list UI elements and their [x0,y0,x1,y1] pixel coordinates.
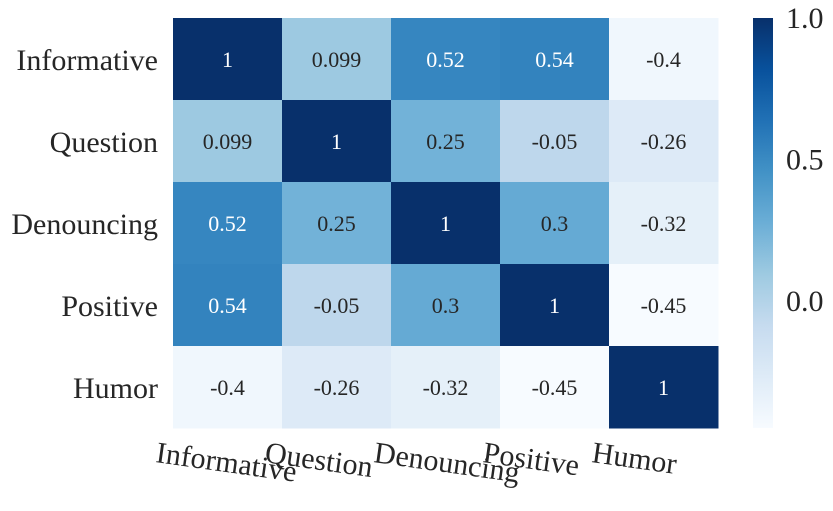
y-tick-labels: Informative Question Denouncing Positive Hum… [11,44,158,405]
cell-value-label: -0.05 [532,129,578,154]
cell-value-label: 1 [440,211,451,236]
heatmap-cell-informative-humor [609,18,719,101]
cell-value-label: 0.25 [426,129,465,154]
colorbar-tick-label: 1.0 [786,2,824,35]
heatmap-cell-informative-positive [500,18,610,101]
y-tick-label-denouncing: Denouncing [11,208,158,241]
heatmap-cell-positive-positive [500,264,610,347]
y-tick-label-question: Question [50,126,158,159]
cell-value-label: 0.3 [541,211,569,236]
colorbar [753,18,773,428]
heatmap-cell-denouncing-positive [500,182,610,265]
cell-value-label: -0.45 [641,293,687,318]
cell-value-label: -0.45 [532,375,578,400]
cell-value-label: 0.25 [317,211,356,236]
heatmap-cell-question-denouncing [391,100,501,183]
cell-value-label: -0.4 [646,47,681,72]
heatmap-cell-informative-informative [173,18,283,101]
cell-value-label: 0.3 [432,293,460,318]
heatmap-cell-question-question [282,100,392,183]
cell-value-label: 0.099 [312,47,362,72]
heatmap-cell-labels: 1 0.099 0.52 0.54 -0.4 0.099 1 0.25 -0.05 -0.26 0.… [203,47,687,400]
cell-value-label: 0.52 [208,211,247,236]
heatmap-cell-informative-denouncing [391,18,501,101]
cell-value-label: 0.54 [208,293,247,318]
cell-value-label: 1 [222,47,233,72]
heatmap-cell-positive-question [282,264,392,347]
heatmap-cell-humor-question [282,346,392,429]
heatmap-cell-humor-denouncing [391,346,501,429]
y-tick-label-humor: Humor [73,372,158,405]
cell-value-label: -0.26 [641,129,687,154]
y-tick-label-informative: Informative [16,44,158,77]
colorbar-tick-label: 0.0 [786,285,824,318]
cell-value-label: -0.32 [423,375,469,400]
cell-value-label: -0.05 [314,293,360,318]
heatmap-cell-positive-denouncing [391,264,501,347]
heatmap-cell-positive-humor [609,264,719,347]
cell-value-label: 1 [549,293,560,318]
cell-value-label: 0.52 [426,47,465,72]
cell-value-label: 1 [658,375,669,400]
heatmap-cell-question-positive [500,100,610,183]
colorbar-tick-label: 0.5 [786,143,824,176]
cell-value-label: -0.26 [314,375,360,400]
heatmap-cell-denouncing-humor [609,182,719,265]
heatmap-cells [173,18,719,429]
heatmap-cell-question-humor [609,100,719,183]
heatmap-cell-question-informative [173,100,283,183]
y-tick-label-positive: Positive [61,290,158,323]
x-tick-label-humor: Humor [590,436,679,481]
colorbar-tick-labels: 1.0 0.5 0.0 [786,2,824,318]
heatmap-cell-denouncing-question [282,182,392,265]
cell-value-label: 0.54 [535,47,574,72]
heatmap-cell-humor-humor [609,346,719,429]
cell-value-label: -0.32 [641,211,687,236]
cell-value-label: 1 [331,129,342,154]
cell-value-label: -0.4 [210,375,245,400]
heatmap-cell-denouncing-informative [173,182,283,265]
heatmap-cell-humor-positive [500,346,610,429]
cell-value-label: 0.099 [203,129,253,154]
heatmap-cell-humor-informative [173,346,283,429]
heatmap-cell-informative-question [282,18,392,101]
heatmap-cell-positive-informative [173,264,283,347]
heatmap-cell-denouncing-denouncing [391,182,501,265]
